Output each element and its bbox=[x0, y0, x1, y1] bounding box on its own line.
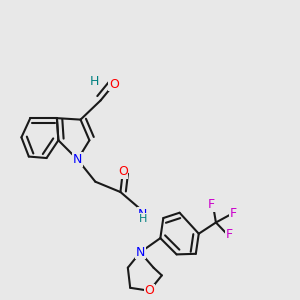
Text: F: F bbox=[230, 207, 237, 220]
Text: O: O bbox=[145, 284, 154, 297]
Text: F: F bbox=[226, 228, 233, 242]
Text: H: H bbox=[90, 75, 99, 88]
Text: F: F bbox=[208, 198, 215, 211]
Text: O: O bbox=[109, 78, 119, 91]
Text: N: N bbox=[73, 153, 82, 166]
Text: N: N bbox=[136, 246, 145, 259]
Text: O: O bbox=[118, 165, 128, 178]
Text: H: H bbox=[138, 214, 147, 224]
Text: N: N bbox=[138, 208, 147, 221]
